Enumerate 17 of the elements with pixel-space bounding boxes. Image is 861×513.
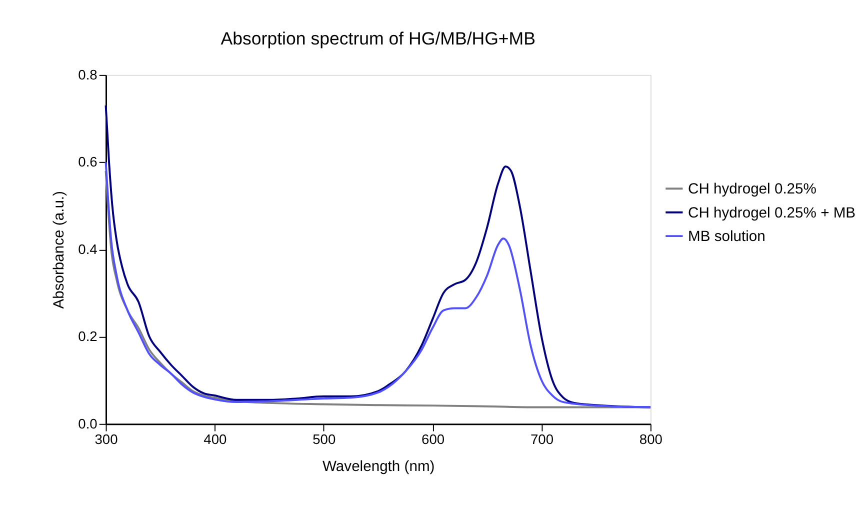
x-tick-label: 800 [639,431,663,448]
legend-label: CH hydrogel 0.25% + MB [688,205,856,222]
chart-title: Absorption spectrum of HG/MB/HG+MB [220,28,536,48]
x-tick-label: 600 [422,431,445,448]
x-tick-label: 300 [94,431,118,448]
y-tick-label: 0.2 [78,328,98,344]
legend-label: MB solution [688,228,766,245]
y-tick-label: 0.8 [78,66,98,82]
y-axis-title: Absorbance (a.u.) [51,190,68,309]
x-tick-label: 500 [312,431,336,448]
y-tick-label: 0.0 [78,415,98,432]
y-tick-label: 0.4 [78,240,98,257]
x-tick-label: 700 [530,431,554,448]
x-tick-label: 400 [204,431,228,448]
legend-label: CH hydrogel 0.25% [688,182,816,198]
x-axis-title: Wavelength (nm) [322,458,435,475]
y-tick-label: 0.6 [78,154,98,170]
